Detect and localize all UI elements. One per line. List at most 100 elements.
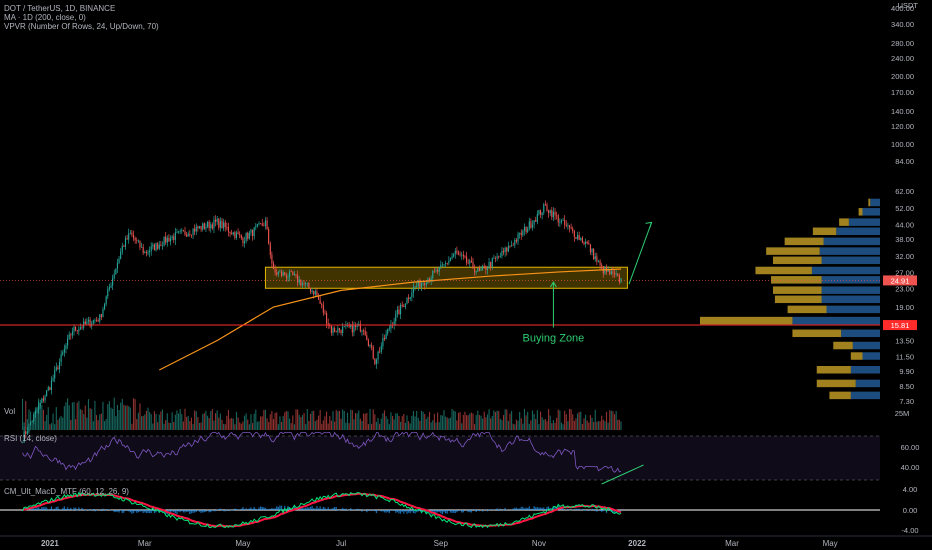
time-axis[interactable]: 2021 Mar May Jul Sep Nov 2022 Mar May xyxy=(0,535,932,548)
volume-bar xyxy=(327,423,329,430)
vp-down-bar xyxy=(772,286,822,294)
macd-hist-bar xyxy=(366,510,368,513)
breakout-arrow xyxy=(628,222,653,285)
support-price-label: 15.81 xyxy=(891,321,910,330)
candle-body xyxy=(472,261,474,269)
candle-body xyxy=(585,241,587,245)
volume-bar xyxy=(47,407,49,430)
candle-body xyxy=(525,227,527,233)
macd-hist-bar xyxy=(325,509,328,510)
candle-body xyxy=(539,210,542,215)
volume-bar xyxy=(535,419,537,430)
volume-bar xyxy=(346,412,349,430)
candle-body xyxy=(324,312,326,314)
macd-hist-bar xyxy=(213,510,215,512)
macd-hist-bar xyxy=(514,507,516,510)
macd-hist-bar xyxy=(174,510,176,514)
volume-bar xyxy=(477,410,479,430)
candle-body xyxy=(160,244,162,247)
macd-hist-bar xyxy=(255,508,257,510)
candle-body xyxy=(610,271,612,275)
candle-body xyxy=(467,262,469,264)
price-tick-label: 280.00 xyxy=(891,39,914,48)
volume-bar xyxy=(142,415,144,430)
volume-pane: Vol xyxy=(4,397,622,430)
candle-body xyxy=(342,326,344,334)
volume-bar xyxy=(480,415,482,430)
volume-bar xyxy=(559,410,561,430)
volume-bar xyxy=(610,410,612,430)
candle-body xyxy=(374,358,376,364)
volume-bar xyxy=(313,410,315,430)
candle-body xyxy=(166,237,168,243)
macd-hist-bar xyxy=(583,510,585,511)
macd-hist-bar xyxy=(264,507,267,510)
vp-up-bar xyxy=(862,208,880,216)
volume-bar xyxy=(277,424,279,430)
candle-body xyxy=(105,296,107,305)
candle-body xyxy=(314,291,316,295)
volume-bar xyxy=(465,415,468,430)
candle-body xyxy=(578,235,580,240)
macd-hist-bar xyxy=(240,508,242,510)
macd-hist-bar xyxy=(36,507,38,510)
candle-body xyxy=(435,270,437,272)
volume-bar xyxy=(523,408,526,430)
candle-body xyxy=(461,254,463,256)
macd-hist-bar xyxy=(454,510,456,514)
volume-bar xyxy=(137,412,139,430)
macd-hist-bar xyxy=(321,508,323,510)
macd-hist-bar xyxy=(148,510,151,514)
volume-pane-title: Vol xyxy=(4,407,15,416)
volume-bar xyxy=(593,421,595,430)
macd-hist-bar xyxy=(444,510,447,514)
candle-body xyxy=(474,268,476,273)
volume-bar xyxy=(21,398,24,430)
vp-down-bar xyxy=(829,391,851,400)
candle-body xyxy=(224,222,226,228)
volume-bar xyxy=(44,421,46,430)
volume-bar xyxy=(284,412,286,430)
candle-body xyxy=(113,274,115,279)
volume-bar xyxy=(564,410,566,430)
candle-body xyxy=(248,232,250,239)
price-tick-label: 400.00 xyxy=(891,4,914,13)
volume-bar xyxy=(129,407,131,430)
volume-bar xyxy=(57,419,59,430)
vpvr-indicator-legend[interactable]: VPVR (Number Of Rows, 24, Up/Down, 70) xyxy=(4,22,159,31)
candle-body xyxy=(459,254,461,255)
volume-bar xyxy=(250,414,252,430)
volume-bar xyxy=(385,416,387,430)
candle-body xyxy=(263,225,265,227)
volume-bar xyxy=(52,413,54,430)
macd-hist-bar xyxy=(187,510,189,512)
macd-hist-bar xyxy=(383,510,386,513)
macd-hist-bar xyxy=(37,507,40,510)
candle-body xyxy=(229,231,231,234)
time-tick-label: May xyxy=(823,539,838,548)
candle-body xyxy=(620,278,622,282)
vp-up-bar xyxy=(819,247,880,255)
candle-body xyxy=(173,236,175,240)
volume-bar xyxy=(239,422,241,430)
ma-indicator-legend[interactable]: MA · 1D (200, close, 0) xyxy=(4,13,86,22)
volume-bar xyxy=(153,411,156,430)
macd-hist-bar xyxy=(330,508,333,510)
volume-bar xyxy=(181,414,183,430)
volume-bar xyxy=(507,420,509,430)
macd-hist-bar xyxy=(588,510,590,511)
candle-body xyxy=(377,351,379,360)
volume-bar xyxy=(75,419,77,430)
candle-body xyxy=(102,308,104,317)
volume-bar xyxy=(576,413,579,430)
volume-bar xyxy=(506,409,508,430)
volume-bar xyxy=(226,415,228,430)
macd-hist-bar xyxy=(504,507,506,510)
candle-body xyxy=(95,320,98,321)
macd-hist-bar xyxy=(314,508,316,510)
vp-down-bar xyxy=(766,247,820,255)
chart-symbol-legend[interactable]: DOT / TetherUS, 1D, BINANCE xyxy=(4,4,116,13)
volume-bar xyxy=(391,416,394,430)
